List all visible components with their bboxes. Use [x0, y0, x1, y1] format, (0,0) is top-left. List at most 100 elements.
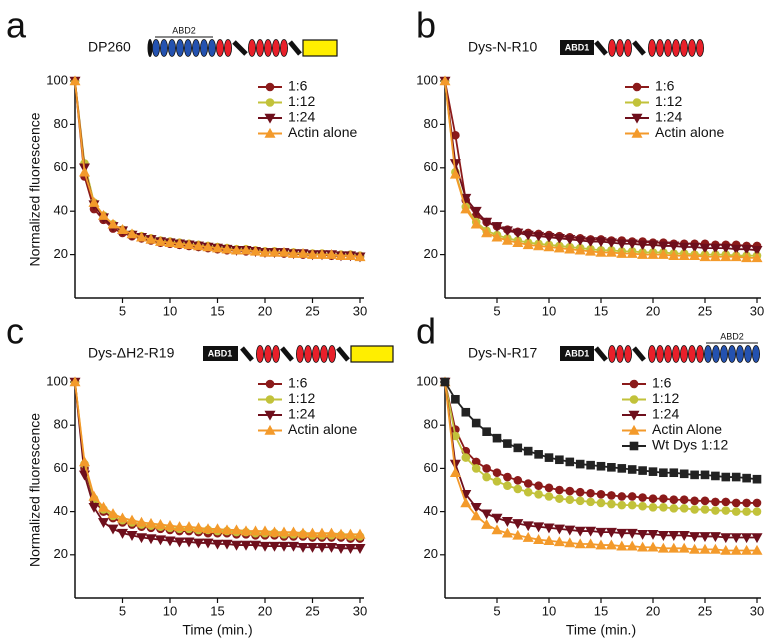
- data-point: [491, 231, 503, 242]
- series: [69, 376, 366, 539]
- data-point: [249, 245, 262, 256]
- x-tick-label: 5: [119, 303, 126, 318]
- data-point: [638, 466, 647, 475]
- legend-marker: [632, 82, 642, 92]
- legend-marker: [631, 113, 643, 124]
- data-point: [297, 247, 309, 258]
- data-point: [482, 427, 491, 436]
- domain-label: ABD2: [172, 25, 196, 35]
- x-tick-label: 5: [119, 603, 126, 618]
- data-point: [751, 245, 763, 256]
- x-tick-label: 30: [750, 603, 764, 618]
- x-tick-label: 25: [698, 603, 712, 618]
- series: [439, 75, 763, 263]
- data-point: [107, 218, 119, 229]
- data-point: [564, 537, 576, 548]
- data-point: [470, 510, 482, 521]
- data-point: [481, 518, 493, 529]
- data-point: [512, 237, 524, 247]
- legend-marker: [629, 395, 639, 404]
- y-tick-label: 100: [416, 72, 438, 87]
- data-point: [575, 487, 585, 497]
- data-point: [278, 541, 290, 552]
- y-tick-label: 20: [424, 546, 438, 561]
- panel-letter: d: [416, 311, 436, 352]
- data-point: [752, 498, 762, 508]
- data-point: [154, 535, 167, 546]
- x-tick-label: 10: [542, 303, 556, 318]
- data-point: [689, 242, 701, 253]
- data-point: [512, 228, 524, 239]
- legend-label: 1:24: [655, 109, 682, 125]
- data-point: [221, 243, 233, 254]
- x-tick-label: 15: [210, 603, 224, 618]
- data-point: [268, 526, 281, 537]
- data-point: [700, 505, 710, 514]
- data-point: [230, 524, 243, 535]
- data-point: [605, 527, 617, 538]
- data-point: [523, 487, 533, 497]
- y-tick-label: 60: [54, 159, 68, 174]
- series-line: [444, 80, 757, 247]
- data-point: [461, 407, 471, 417]
- data-point: [268, 541, 281, 552]
- data-point: [648, 502, 658, 512]
- legend-marker: [631, 127, 643, 138]
- data-point: [78, 166, 91, 177]
- legend-label: 1:12: [288, 390, 315, 406]
- y-tick-label: 40: [54, 503, 68, 518]
- data-point: [657, 531, 669, 541]
- data-point: [730, 544, 742, 555]
- data-point: [470, 218, 482, 229]
- data-point: [533, 534, 545, 544]
- data-point: [97, 209, 110, 220]
- data-point: [543, 241, 555, 252]
- data-point: [325, 542, 338, 553]
- data-point: [711, 497, 720, 507]
- y-tick-label: 20: [54, 246, 68, 261]
- series-line: [444, 80, 758, 252]
- legend-label: 1:6: [652, 375, 672, 391]
- data-point: [669, 495, 679, 505]
- data-point: [481, 217, 493, 228]
- data-point: [501, 527, 513, 538]
- data-point: [657, 248, 669, 259]
- data-point: [512, 529, 524, 540]
- data-point: [69, 75, 81, 86]
- legend-marker: [629, 379, 639, 389]
- legend-label: 1:6: [655, 78, 675, 94]
- data-point: [574, 538, 586, 549]
- data-point: [596, 498, 606, 508]
- series: [70, 76, 365, 262]
- data-point: [202, 241, 214, 252]
- data-point: [617, 500, 627, 510]
- data-point: [595, 539, 607, 550]
- data-point: [449, 467, 461, 478]
- domain-diagram: ABD1 ABD2: [560, 331, 760, 363]
- data-point: [211, 242, 224, 253]
- data-point: [720, 544, 732, 555]
- legend-label: 1:24: [652, 406, 679, 422]
- x-tick-label: 20: [258, 603, 272, 618]
- x-tick-label: 25: [305, 303, 319, 318]
- data-point: [278, 526, 290, 537]
- y-axis-title: Normalized fluorescence: [27, 413, 43, 567]
- data-point: [596, 490, 606, 499]
- data-point: [503, 439, 512, 448]
- data-point: [544, 492, 554, 501]
- series: [69, 75, 366, 262]
- data-point: [752, 474, 762, 484]
- series: [440, 377, 762, 508]
- legend-marker: [265, 379, 275, 389]
- data-point: [575, 496, 585, 506]
- data-point: [344, 250, 357, 260]
- data-point: [731, 507, 741, 516]
- data-point: [192, 538, 205, 549]
- data-point: [731, 472, 741, 482]
- data-point: [164, 237, 176, 247]
- series-line: [444, 80, 757, 259]
- data-point: [595, 527, 607, 538]
- data-point: [668, 531, 680, 541]
- data-point: [192, 240, 205, 251]
- data-point: [240, 540, 252, 551]
